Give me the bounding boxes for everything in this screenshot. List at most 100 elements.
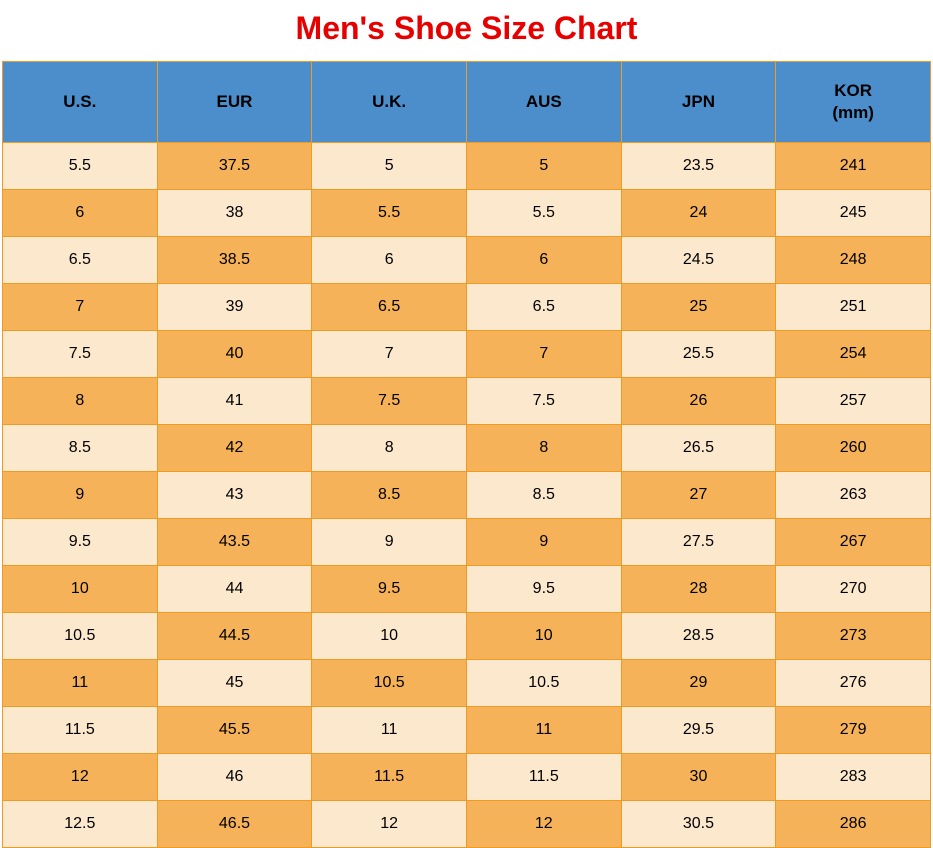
column-header-eur: EUR	[157, 62, 312, 143]
table-row: 114510.510.529276	[3, 660, 931, 707]
table-cell: 5	[466, 143, 621, 190]
table-cell: 11.5	[312, 754, 467, 801]
table-cell: 37.5	[157, 143, 312, 190]
table-row: 8.5428826.5260	[3, 425, 931, 472]
table-row: 124611.511.530283	[3, 754, 931, 801]
table-cell: 7	[3, 284, 158, 331]
table-cell: 7.5	[466, 378, 621, 425]
column-header-uk: U.K.	[312, 62, 467, 143]
table-cell: 11	[3, 660, 158, 707]
table-cell: 24	[621, 190, 776, 237]
table-cell: 46.5	[157, 801, 312, 848]
table-cell: 10	[466, 613, 621, 660]
table-cell: 9.5	[466, 566, 621, 613]
table-cell: 245	[776, 190, 931, 237]
table-cell: 38.5	[157, 237, 312, 284]
table-body: 5.537.55523.52416385.55.5242456.538.5662…	[3, 143, 931, 848]
table-cell: 26.5	[621, 425, 776, 472]
table-cell: 9.5	[312, 566, 467, 613]
table-cell: 40	[157, 331, 312, 378]
table-header-row: U.S. EUR U.K. AUS JPN KOR(mm)	[3, 62, 931, 143]
table-cell: 27	[621, 472, 776, 519]
table-cell: 29	[621, 660, 776, 707]
table-cell: 45	[157, 660, 312, 707]
table-cell: 11	[466, 707, 621, 754]
column-header-jpn: JPN	[621, 62, 776, 143]
table-cell: 6.5	[466, 284, 621, 331]
table-cell: 6	[466, 237, 621, 284]
size-chart-table: U.S. EUR U.K. AUS JPN KOR(mm) 5.537.5552…	[2, 61, 931, 848]
table-cell: 286	[776, 801, 931, 848]
table-cell: 29.5	[621, 707, 776, 754]
table-row: 7.5407725.5254	[3, 331, 931, 378]
table-cell: 43.5	[157, 519, 312, 566]
table-cell: 9	[466, 519, 621, 566]
table-row: 6.538.56624.5248	[3, 237, 931, 284]
table-cell: 267	[776, 519, 931, 566]
table-row: 7396.56.525251	[3, 284, 931, 331]
table-cell: 12.5	[3, 801, 158, 848]
table-cell: 30	[621, 754, 776, 801]
table-cell: 44.5	[157, 613, 312, 660]
table-cell: 10.5	[466, 660, 621, 707]
table-cell: 25	[621, 284, 776, 331]
table-row: 5.537.55523.5241	[3, 143, 931, 190]
table-cell: 8	[466, 425, 621, 472]
table-cell: 44	[157, 566, 312, 613]
table-cell: 28	[621, 566, 776, 613]
table-cell: 8	[312, 425, 467, 472]
table-cell: 273	[776, 613, 931, 660]
table-row: 8417.57.526257	[3, 378, 931, 425]
table-cell: 248	[776, 237, 931, 284]
table-cell: 5	[312, 143, 467, 190]
table-cell: 279	[776, 707, 931, 754]
table-cell: 11	[312, 707, 467, 754]
table-cell: 260	[776, 425, 931, 472]
table-cell: 5.5	[312, 190, 467, 237]
table-cell: 6.5	[312, 284, 467, 331]
column-header-kor: KOR(mm)	[776, 62, 931, 143]
table-cell: 23.5	[621, 143, 776, 190]
table-cell: 12	[3, 754, 158, 801]
table-cell: 5.5	[466, 190, 621, 237]
table-row: 9438.58.527263	[3, 472, 931, 519]
table-row: 6385.55.524245	[3, 190, 931, 237]
table-cell: 8.5	[312, 472, 467, 519]
table-cell: 7	[312, 331, 467, 378]
table-cell: 28.5	[621, 613, 776, 660]
table-cell: 24.5	[621, 237, 776, 284]
table-cell: 257	[776, 378, 931, 425]
table-cell: 11.5	[466, 754, 621, 801]
table-cell: 9.5	[3, 519, 158, 566]
table-cell: 6	[312, 237, 467, 284]
table-cell: 8.5	[3, 425, 158, 472]
table-cell: 9	[312, 519, 467, 566]
table-cell: 11.5	[3, 707, 158, 754]
table-cell: 6	[3, 190, 158, 237]
table-cell: 241	[776, 143, 931, 190]
table-cell: 12	[466, 801, 621, 848]
table-cell: 276	[776, 660, 931, 707]
table-cell: 26	[621, 378, 776, 425]
table-cell: 10	[3, 566, 158, 613]
table-cell: 10.5	[3, 613, 158, 660]
table-cell: 7	[466, 331, 621, 378]
column-header-aus: AUS	[466, 62, 621, 143]
table-cell: 30.5	[621, 801, 776, 848]
table-row: 10449.59.528270	[3, 566, 931, 613]
table-row: 11.545.5111129.5279	[3, 707, 931, 754]
table-cell: 38	[157, 190, 312, 237]
table-cell: 8	[3, 378, 158, 425]
table-cell: 25.5	[621, 331, 776, 378]
table-row: 12.546.5121230.5286	[3, 801, 931, 848]
table-cell: 251	[776, 284, 931, 331]
table-cell: 9	[3, 472, 158, 519]
table-cell: 6.5	[3, 237, 158, 284]
table-cell: 270	[776, 566, 931, 613]
table-cell: 10	[312, 613, 467, 660]
column-header-us: U.S.	[3, 62, 158, 143]
table-row: 10.544.5101028.5273	[3, 613, 931, 660]
table-cell: 7.5	[312, 378, 467, 425]
table-cell: 46	[157, 754, 312, 801]
page-title: Men's Shoe Size Chart	[0, 0, 933, 61]
